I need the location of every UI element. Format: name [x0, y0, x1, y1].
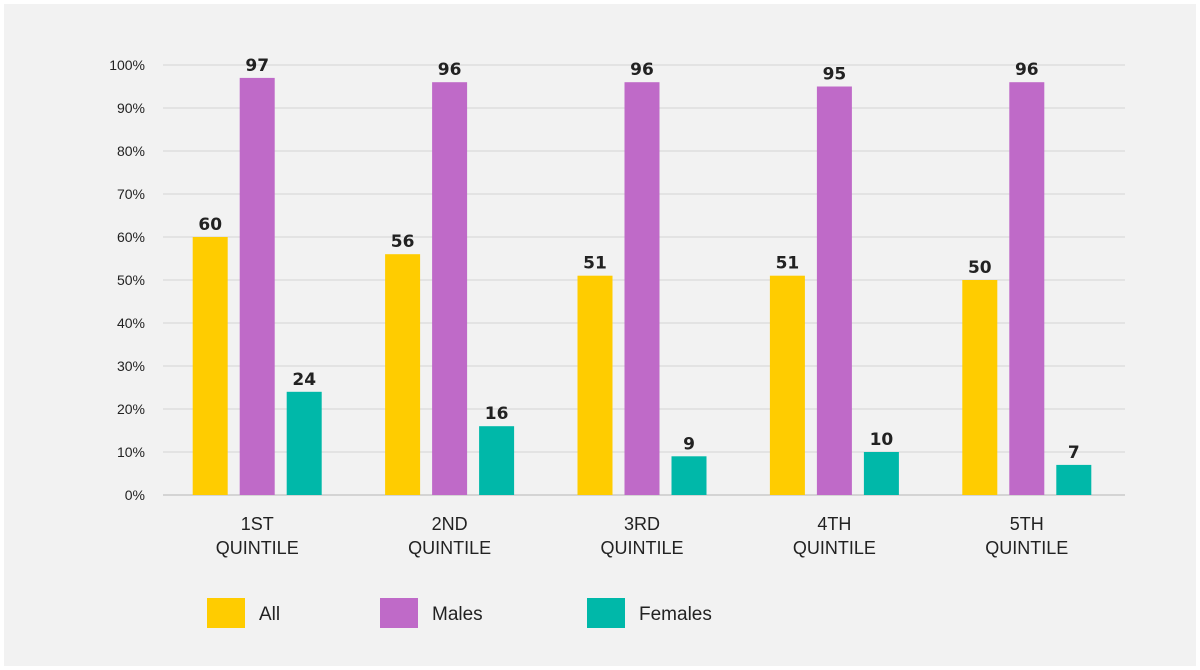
- data-label: 7: [1068, 443, 1080, 463]
- bar-females: [671, 456, 707, 495]
- legend-label-females: Females: [639, 604, 712, 625]
- y-tick-label: 10%: [117, 444, 145, 460]
- bar-males: [239, 77, 275, 496]
- y-tick-label: 40%: [117, 315, 145, 331]
- bar-males: [624, 82, 660, 495]
- y-tick-label: 70%: [117, 186, 145, 202]
- y-tick-label: 90%: [117, 100, 145, 116]
- bar-females: [479, 426, 515, 495]
- data-label: 50: [968, 258, 992, 278]
- legend-swatch-males: [380, 598, 418, 628]
- legend-swatch-females: [587, 598, 625, 628]
- x-tick-label: 3RD QUINTILE: [600, 514, 683, 558]
- data-label: 96: [1015, 60, 1039, 80]
- x-tick-label: 5TH QUINTILE: [985, 514, 1068, 558]
- data-label: 56: [391, 232, 415, 252]
- x-tick-label: 2ND QUINTILE: [408, 514, 491, 558]
- data-label: 9: [683, 434, 695, 454]
- x-axis: 1ST QUINTILE 2ND QUINTILE 3RD QUINTILE 4TH QUIN…: [216, 514, 1069, 558]
- y-tick-label: 0%: [125, 487, 145, 503]
- y-tick-label: 80%: [117, 143, 145, 159]
- bar-all: [962, 280, 998, 495]
- data-label: 96: [438, 60, 462, 80]
- y-tick-label: 20%: [117, 401, 145, 417]
- bar-all: [577, 275, 613, 495]
- legend: All Males Females: [207, 598, 712, 628]
- bar-all: [192, 237, 228, 495]
- data-label: 95: [823, 65, 847, 85]
- x-tick-label: 1ST QUINTILE: [216, 514, 299, 558]
- data-label: 60: [198, 215, 222, 235]
- y-tick-label: 100%: [109, 57, 145, 73]
- y-tick-label: 50%: [117, 272, 145, 288]
- data-label: 97: [245, 56, 269, 76]
- bar-females: [286, 391, 322, 495]
- legend-swatch-all: [207, 598, 245, 628]
- data-label: 51: [776, 254, 800, 274]
- data-label: 16: [485, 404, 509, 424]
- y-tick-label: 30%: [117, 358, 145, 374]
- bar-males: [1009, 82, 1045, 495]
- bar-males: [432, 82, 468, 495]
- data-label: 51: [583, 254, 607, 274]
- legend-label-all: All: [259, 604, 280, 625]
- data-label: 96: [630, 60, 654, 80]
- legend-label-males: Males: [432, 604, 483, 625]
- bar-males: [816, 86, 852, 495]
- bar-all: [769, 275, 805, 495]
- bar-females: [863, 452, 899, 495]
- data-label: 24: [292, 370, 316, 390]
- x-tick-label: 4TH QUINTILE: [793, 514, 876, 558]
- data-labels: 60 97 24 56 96 16 51 96 9 51 95 10 50 96 7: [198, 56, 1079, 463]
- bars: [192, 77, 1092, 496]
- y-tick-label: 60%: [117, 229, 145, 245]
- y-axis: 0% 10% 20% 30% 40% 50% 60% 70% 80% 90% 100%: [109, 57, 145, 503]
- bar-all: [385, 254, 421, 495]
- bar-females: [1056, 464, 1092, 495]
- data-label: 10: [870, 430, 894, 450]
